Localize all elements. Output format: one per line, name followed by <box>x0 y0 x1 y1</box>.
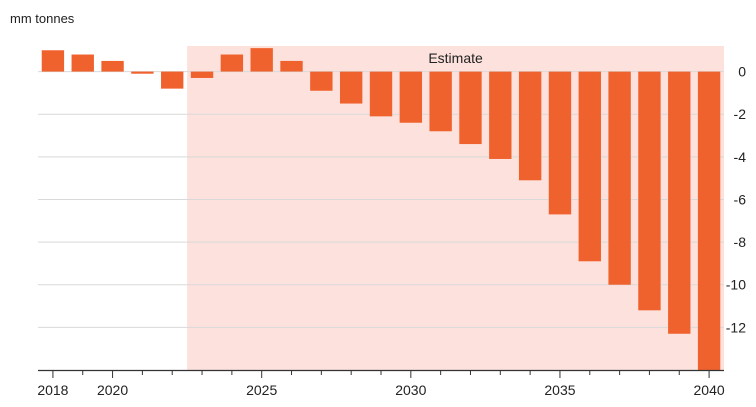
y-tick-label: -10 <box>726 277 746 293</box>
bar-2030 <box>399 71 423 123</box>
bar-2036 <box>578 71 601 262</box>
y-tick-label: -4 <box>734 149 747 165</box>
x-tick-label: 2030 <box>395 382 426 398</box>
y-tick-label: -6 <box>734 191 747 207</box>
y-axis-ticks: 0 -2 -4 -6 -8 -10 -12 <box>726 64 746 336</box>
bar-2037 <box>608 71 631 285</box>
bar-2031 <box>429 71 452 132</box>
bar-2029 <box>369 71 393 117</box>
bar-2040 <box>697 71 721 370</box>
bar-2018 <box>41 50 65 72</box>
bar-2027 <box>310 71 333 91</box>
x-tick-label: 2035 <box>544 382 575 398</box>
bar-2028 <box>339 71 363 104</box>
x-tick-label: 2025 <box>246 382 277 398</box>
x-tick-label: 2040 <box>694 382 725 398</box>
bar-2026 <box>280 60 303 72</box>
y-axis-unit-label: mm tonnes <box>10 11 75 26</box>
bar-2020 <box>101 60 124 72</box>
y-tick-label: 0 <box>738 64 746 80</box>
bar-2035 <box>548 71 572 215</box>
bar-2034 <box>518 71 542 181</box>
y-tick-label: -2 <box>734 106 747 122</box>
bar-2033 <box>489 71 512 159</box>
y-tick-label: -12 <box>726 319 746 335</box>
bar-2019 <box>71 54 94 72</box>
bars <box>41 48 721 370</box>
bar-2021 <box>131 71 154 74</box>
y-tick-label: -8 <box>734 234 747 250</box>
estimate-band <box>187 46 724 370</box>
bar-2038 <box>638 71 661 311</box>
bar-2039 <box>668 71 691 334</box>
bar-2022 <box>161 71 184 89</box>
bar-2024 <box>220 54 244 72</box>
x-tick-label: 2018 <box>37 382 68 398</box>
bar-2023 <box>190 71 214 78</box>
estimate-label: Estimate <box>428 50 483 66</box>
bar-2032 <box>459 71 482 145</box>
x-tick-label: 2020 <box>97 382 128 398</box>
bar-2025 <box>250 48 273 72</box>
x-axis-ticks: 2018 2020 2025 2030 2035 2040 <box>37 370 725 398</box>
